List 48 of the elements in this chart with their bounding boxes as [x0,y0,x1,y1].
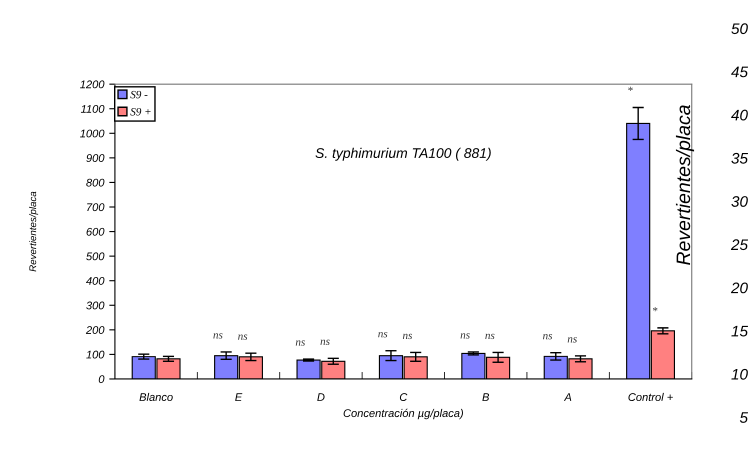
text: 20 [730,282,748,294]
x-tick-label: B [482,393,490,401]
text: 45 [731,66,748,78]
data-label: ns [296,340,305,346]
y-tick-label: 1200 [80,80,104,88]
y-tick-label: 900 [86,154,104,162]
data-label: ns [485,334,494,340]
x-tick-label: D [317,393,325,401]
y-tick-label: 100 [86,350,104,359]
x-tick-label: E [235,393,242,401]
y-tick-label: 300 [86,302,104,310]
text: 35 [731,152,748,164]
legend-label: S9 - [130,90,148,98]
text: 50 [731,23,748,34]
x-tick-label: C [400,393,408,402]
text: 10 [731,368,748,380]
x-axis-title: Concentración µg/placa) [344,408,463,420]
y-tick-label: 0 [98,375,104,384]
y-tick-label: 400 [86,276,104,285]
y-tick-label: 600 [86,228,104,236]
y-tick-label: 700 [87,203,104,212]
y-tick-label: 800 [86,178,104,187]
text: 5 [740,412,748,423]
data-label: ns [542,334,552,340]
text: S. typhimurium TA100 ( 881) [315,148,491,161]
data-label: ns [568,337,577,343]
y-tick-label: 200 [86,326,104,334]
data-label: ns [238,334,248,340]
x-tick-label: Blanco [139,392,173,402]
data-label: ns [460,333,470,339]
data-label: ns [320,340,330,346]
data-label: ns [402,334,412,340]
data-label: ns [213,333,223,339]
y-tick-label: 500 [86,252,104,260]
x-tick-label: A [564,393,572,401]
y-tick-label: 1000 [80,130,104,138]
text: 15 [731,326,748,336]
data-label: * [628,86,633,91]
text: 25 [730,239,748,250]
annotation: Revertientes/placa [676,105,694,265]
text: 40 [731,110,748,120]
x-tick-label: Control + [628,392,673,402]
legend-label: S9 + [130,108,151,116]
y-tick-label: 1100 [80,105,104,113]
y-axis-title: Revertientes/placa [29,192,38,272]
data-label: * [652,307,658,312]
data-label: ns [378,332,388,338]
text: 30 [731,196,748,207]
